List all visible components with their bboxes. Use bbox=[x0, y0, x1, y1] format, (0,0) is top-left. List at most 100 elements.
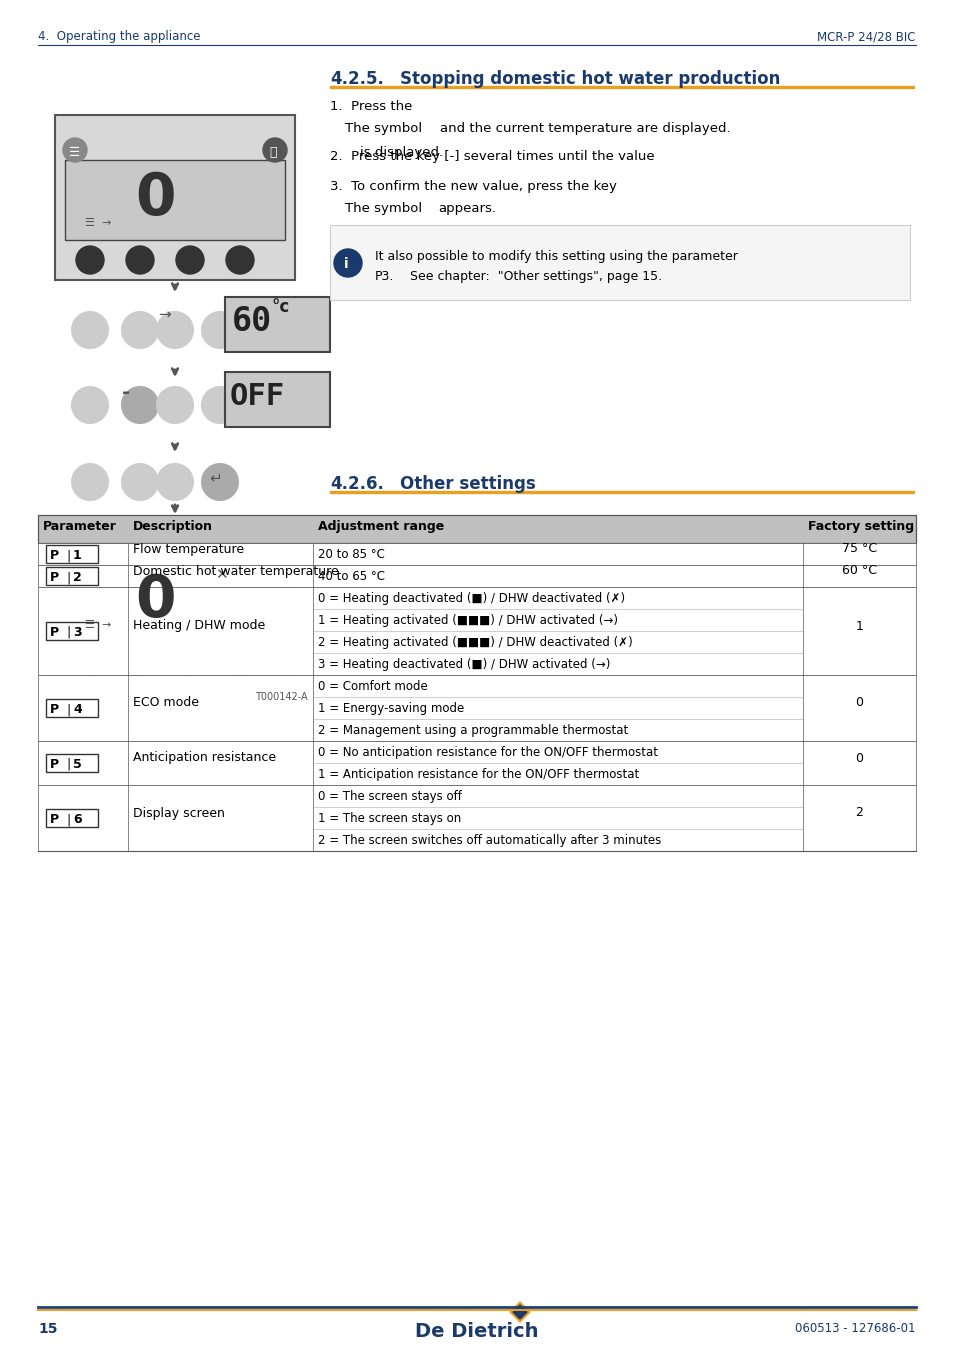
Bar bbox=[46, 809, 98, 828]
Text: 2.  Press the key [-] several times until the value: 2. Press the key [-] several times until… bbox=[330, 150, 654, 163]
Text: P: P bbox=[50, 549, 59, 562]
Text: 60 °C: 60 °C bbox=[841, 564, 876, 578]
Text: 1 = Anticipation resistance for the ON/OFF thermostat: 1 = Anticipation resistance for the ON/O… bbox=[317, 768, 639, 782]
Bar bbox=[38, 543, 915, 566]
Circle shape bbox=[175, 246, 204, 274]
Circle shape bbox=[263, 138, 287, 162]
Text: 3: 3 bbox=[73, 626, 82, 639]
Text: T000142-A: T000142-A bbox=[254, 693, 307, 702]
Text: 0 = No anticipation resistance for the ON/OFF thermostat: 0 = No anticipation resistance for the O… bbox=[317, 747, 658, 759]
Text: 1 = The screen stays on: 1 = The screen stays on bbox=[317, 811, 460, 825]
Text: ⏻: ⏻ bbox=[269, 548, 276, 562]
Text: ☰  →: ☰ → bbox=[85, 620, 112, 630]
Text: 5: 5 bbox=[73, 757, 82, 771]
Text: P3.: P3. bbox=[375, 270, 394, 284]
Text: 0: 0 bbox=[855, 697, 862, 710]
Circle shape bbox=[334, 248, 361, 277]
Text: 2: 2 bbox=[855, 806, 862, 819]
Bar bbox=[46, 699, 98, 717]
Bar bbox=[38, 514, 915, 543]
Text: 2: 2 bbox=[73, 571, 82, 585]
Bar bbox=[46, 545, 98, 563]
Circle shape bbox=[202, 464, 237, 500]
Text: P: P bbox=[50, 626, 59, 639]
Text: |: | bbox=[66, 549, 71, 562]
Bar bbox=[225, 373, 330, 427]
Text: ECO mode: ECO mode bbox=[132, 697, 199, 710]
Bar bbox=[38, 587, 915, 675]
Bar bbox=[55, 517, 294, 682]
Text: De Dietrich: De Dietrich bbox=[415, 1322, 538, 1341]
Text: Description: Description bbox=[132, 520, 213, 533]
Polygon shape bbox=[513, 1305, 526, 1319]
Circle shape bbox=[175, 648, 204, 676]
Text: 1 = Energy-saving mode: 1 = Energy-saving mode bbox=[317, 702, 464, 716]
Circle shape bbox=[202, 312, 237, 348]
Text: 0 = Comfort mode: 0 = Comfort mode bbox=[317, 680, 427, 693]
Circle shape bbox=[71, 464, 108, 500]
Text: Domestic hot water temperature: Domestic hot water temperature bbox=[132, 564, 338, 578]
Text: ☰: ☰ bbox=[69, 146, 80, 159]
Text: |: | bbox=[66, 703, 71, 716]
Text: P: P bbox=[50, 813, 59, 826]
Text: →: → bbox=[158, 306, 171, 323]
Text: OFF: OFF bbox=[230, 382, 285, 410]
Text: Anticipation resistance: Anticipation resistance bbox=[132, 752, 275, 764]
Bar bbox=[38, 566, 915, 587]
Bar bbox=[225, 297, 330, 352]
Text: 0 = The screen stays off: 0 = The screen stays off bbox=[317, 790, 461, 803]
Text: P: P bbox=[50, 571, 59, 585]
Text: appears.: appears. bbox=[437, 202, 496, 215]
Text: -: - bbox=[122, 383, 130, 402]
Bar bbox=[46, 755, 98, 772]
Text: 4.2.5.: 4.2.5. bbox=[330, 70, 383, 88]
Text: P: P bbox=[50, 703, 59, 716]
Text: 4: 4 bbox=[73, 703, 82, 716]
Text: 75 °C: 75 °C bbox=[841, 543, 876, 555]
Text: 0 = Heating deactivated (■) / DHW deactivated (✗): 0 = Heating deactivated (■) / DHW deacti… bbox=[317, 593, 624, 605]
Bar bbox=[38, 514, 915, 543]
Circle shape bbox=[226, 648, 253, 676]
Text: Display screen: Display screen bbox=[132, 806, 225, 819]
Circle shape bbox=[226, 246, 253, 274]
Text: |: | bbox=[66, 757, 71, 771]
Text: See chapter:  "Other settings", page 15.: See chapter: "Other settings", page 15. bbox=[410, 270, 661, 284]
Circle shape bbox=[63, 138, 87, 162]
Circle shape bbox=[126, 648, 153, 676]
Text: |: | bbox=[66, 813, 71, 826]
Text: ☰: ☰ bbox=[69, 548, 80, 562]
Text: i: i bbox=[344, 256, 348, 271]
Circle shape bbox=[263, 540, 287, 564]
Bar bbox=[38, 784, 915, 850]
Circle shape bbox=[71, 312, 108, 348]
Circle shape bbox=[63, 540, 87, 564]
Bar bbox=[65, 562, 285, 643]
Circle shape bbox=[157, 387, 193, 423]
Text: MCR-P 24/28 BIC: MCR-P 24/28 BIC bbox=[817, 30, 915, 43]
Text: 3 = Heating deactivated (■) / DHW activated (→): 3 = Heating deactivated (■) / DHW activa… bbox=[317, 657, 610, 671]
Text: Flow temperature: Flow temperature bbox=[132, 543, 244, 555]
Text: |: | bbox=[66, 626, 71, 639]
Bar bbox=[330, 490, 913, 493]
Bar bbox=[65, 161, 285, 240]
Text: 2 = Management using a programmable thermostat: 2 = Management using a programmable ther… bbox=[317, 724, 628, 737]
Text: 2 = The screen switches off automatically after 3 minutes: 2 = The screen switches off automaticall… bbox=[317, 834, 660, 846]
Text: Heating / DHW mode: Heating / DHW mode bbox=[132, 620, 265, 633]
Bar bbox=[46, 567, 98, 585]
Circle shape bbox=[122, 387, 158, 423]
Text: Adjustment range: Adjustment range bbox=[317, 520, 444, 533]
Bar bbox=[46, 622, 98, 640]
Circle shape bbox=[71, 387, 108, 423]
Text: 15: 15 bbox=[38, 1322, 57, 1336]
Text: is displayed.: is displayed. bbox=[359, 146, 442, 159]
Text: 4.2.6.: 4.2.6. bbox=[330, 475, 383, 493]
Bar bbox=[38, 741, 915, 784]
Text: 6: 6 bbox=[73, 813, 82, 826]
Text: ⏻: ⏻ bbox=[269, 146, 276, 159]
Text: 1: 1 bbox=[855, 620, 862, 633]
Circle shape bbox=[122, 464, 158, 500]
Text: The symbol: The symbol bbox=[345, 122, 421, 135]
Text: °c: °c bbox=[272, 298, 290, 316]
Text: ↵: ↵ bbox=[209, 470, 221, 485]
Text: 1.  Press the: 1. Press the bbox=[330, 100, 412, 113]
